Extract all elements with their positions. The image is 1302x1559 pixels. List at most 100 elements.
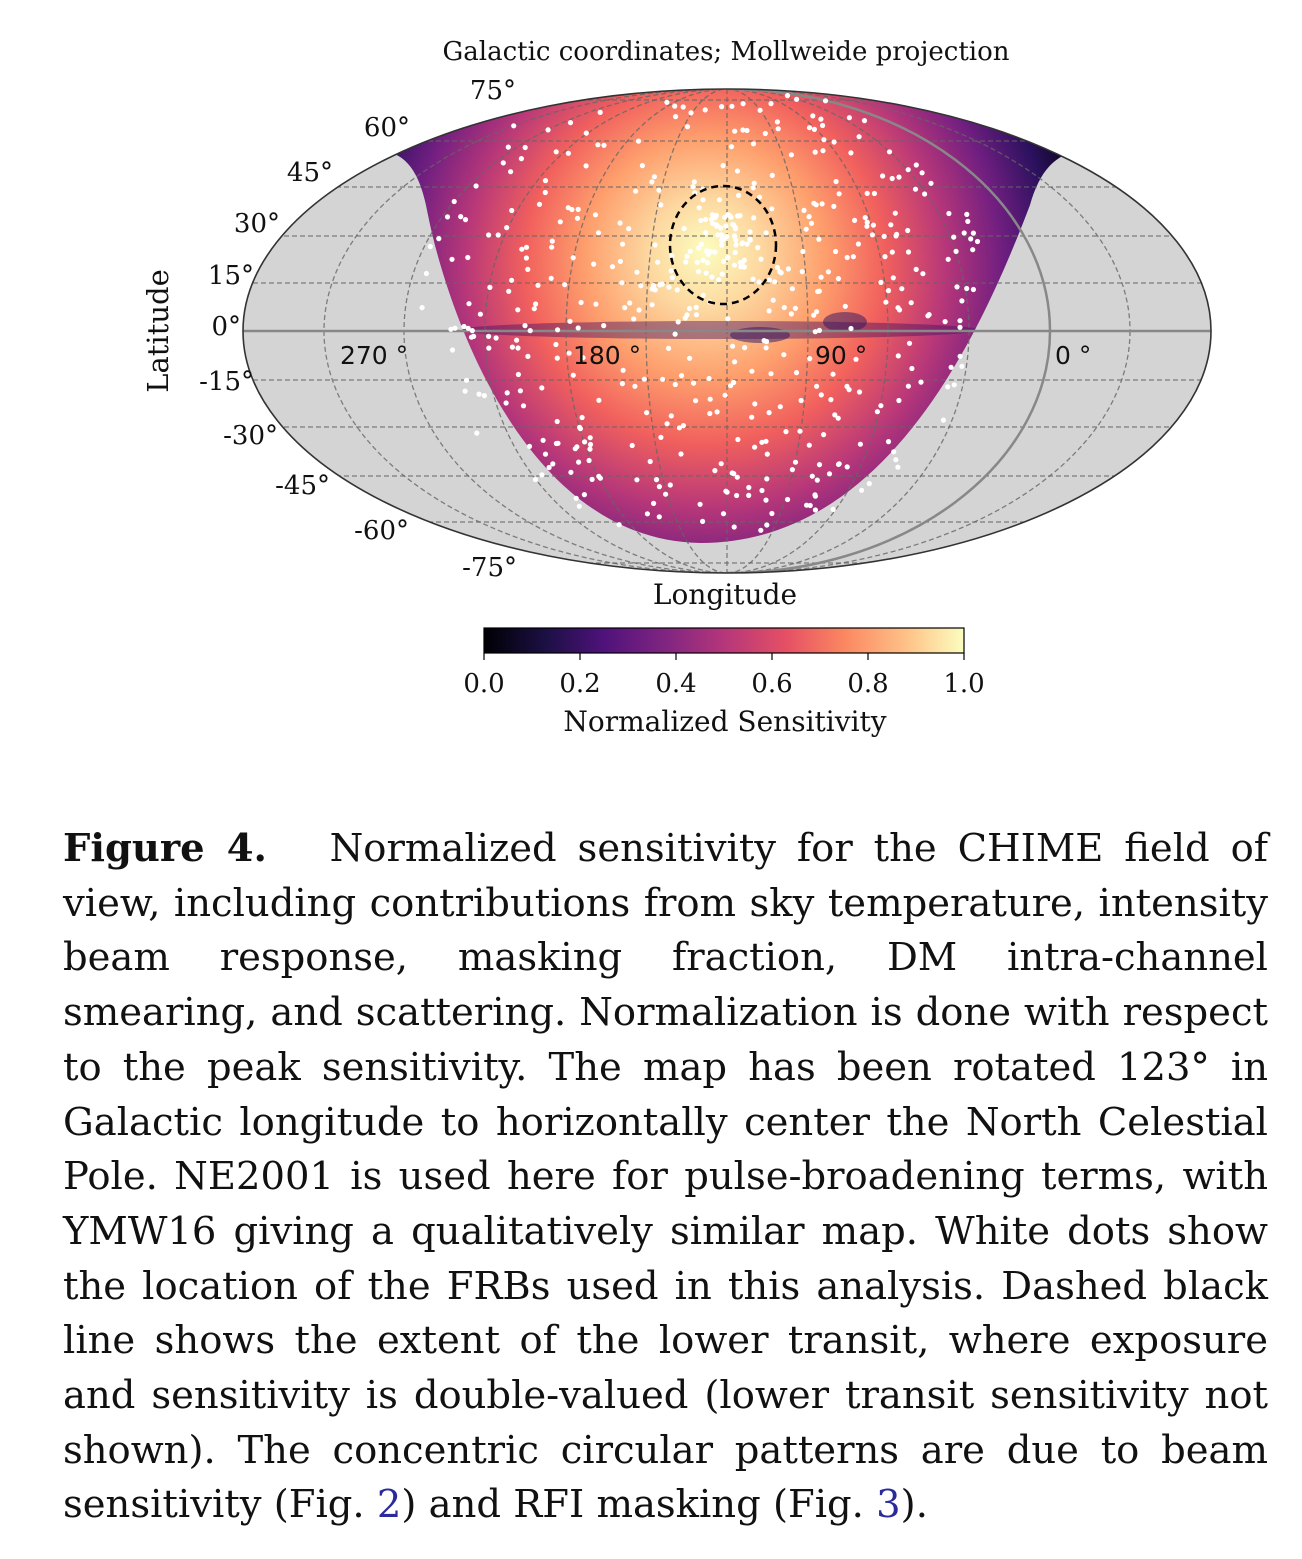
frb-dot <box>769 206 775 212</box>
frb-dot <box>554 418 560 425</box>
frb-dot <box>653 477 660 483</box>
frb-dot <box>639 163 646 169</box>
frb-dot <box>894 231 900 237</box>
frb-dot <box>942 319 948 325</box>
frb-dot <box>751 215 757 221</box>
frb-dot <box>702 107 708 113</box>
frb-dot <box>601 142 607 148</box>
frb-dot <box>777 404 783 410</box>
frb-dot <box>680 104 686 110</box>
frb-dot <box>668 413 674 419</box>
frb-dot <box>828 397 834 403</box>
frb-dot <box>697 501 703 507</box>
frb-dot <box>574 215 581 221</box>
frb-dot <box>732 249 738 256</box>
frb-dot <box>504 225 510 231</box>
frb-dot <box>465 254 471 261</box>
frb-dots <box>419 93 981 533</box>
figure-ref-link[interactable]: 2 <box>376 1482 402 1528</box>
frb-dot <box>819 201 825 207</box>
frb-dot <box>928 180 934 186</box>
frb-dot <box>567 318 573 324</box>
lat-tick: 75° <box>470 76 516 106</box>
frb-dot <box>853 356 859 362</box>
frb-dot <box>444 214 451 220</box>
frb-dot <box>733 237 739 243</box>
frb-dot <box>784 93 791 99</box>
lat-tick: 30° <box>234 209 280 239</box>
frb-dot <box>803 226 809 232</box>
frb-dot <box>788 311 795 317</box>
frb-dot <box>666 284 672 290</box>
y-axis-label: Latitude <box>141 269 175 393</box>
frb-dot <box>732 359 738 365</box>
frb-dot <box>725 316 731 322</box>
frb-dot <box>731 233 738 239</box>
frb-dot <box>734 492 740 499</box>
frb-dot <box>859 487 865 493</box>
frb-dot <box>617 220 623 226</box>
frb-dot <box>656 484 663 490</box>
frb-dot <box>861 118 868 124</box>
frb-dot <box>546 464 552 471</box>
frb-dot <box>734 168 741 174</box>
frb-dot <box>752 401 758 407</box>
frb-dot <box>593 301 599 307</box>
frb-dot <box>888 222 894 228</box>
frb-dot <box>687 248 693 254</box>
frb-dot <box>698 217 704 224</box>
frb-dot <box>880 173 886 179</box>
frb-dot <box>808 220 815 226</box>
frb-dot <box>672 331 678 337</box>
frb-dot <box>583 163 589 169</box>
frb-dot <box>964 211 970 217</box>
frb-dot <box>545 127 551 133</box>
figure-ref-link[interactable]: 3 <box>876 1482 901 1528</box>
frb-dot <box>905 383 912 389</box>
frb-dot <box>714 409 720 415</box>
frb-dot <box>672 103 678 109</box>
frb-dot <box>739 241 745 247</box>
frb-dot <box>822 98 829 104</box>
frb-dot <box>509 207 515 214</box>
frb-dot <box>896 397 902 404</box>
frb-dot <box>749 414 755 420</box>
frb-dot <box>579 414 585 421</box>
frb-dot <box>759 487 765 494</box>
frb-dot <box>655 259 661 265</box>
frb-dot <box>895 464 901 470</box>
frb-dot <box>574 444 580 450</box>
frb-dot <box>518 156 525 162</box>
frb-dot <box>695 269 702 275</box>
frb-dot <box>959 298 965 304</box>
frb-dot <box>731 524 737 530</box>
frb-dot <box>768 371 774 377</box>
latitude-tick-labels: 75° 60° 45° 30° 15° 0° -15° -30° -45° -6… <box>199 76 517 583</box>
frb-dot <box>764 476 770 482</box>
frb-dot <box>708 216 715 222</box>
frb-dot <box>727 213 733 219</box>
frb-dot <box>517 388 524 394</box>
lat-tick: 0° <box>211 312 241 342</box>
frb-dot <box>550 461 556 467</box>
frb-dot <box>718 461 724 467</box>
frb-dot <box>766 308 772 314</box>
frb-dot <box>573 495 579 501</box>
frb-dot <box>905 167 911 173</box>
frb-dot <box>580 355 586 361</box>
frb-dot <box>693 398 699 404</box>
caption-text: Normalized sensitivity for the CHIME fie… <box>63 826 1268 1528</box>
lat-tick: 15° <box>208 261 254 291</box>
frb-dot <box>957 318 963 324</box>
frb-dot <box>522 323 528 329</box>
frb-dot <box>638 283 644 289</box>
frb-dot <box>766 277 773 283</box>
frb-dot <box>631 316 637 322</box>
frb-dot <box>659 281 665 287</box>
frb-dot <box>463 377 470 383</box>
frb-dot <box>549 238 555 244</box>
frb-dot <box>729 103 735 109</box>
frb-dot <box>562 282 568 288</box>
x-axis-label: Longitude <box>653 578 797 611</box>
frb-dot <box>423 270 429 277</box>
